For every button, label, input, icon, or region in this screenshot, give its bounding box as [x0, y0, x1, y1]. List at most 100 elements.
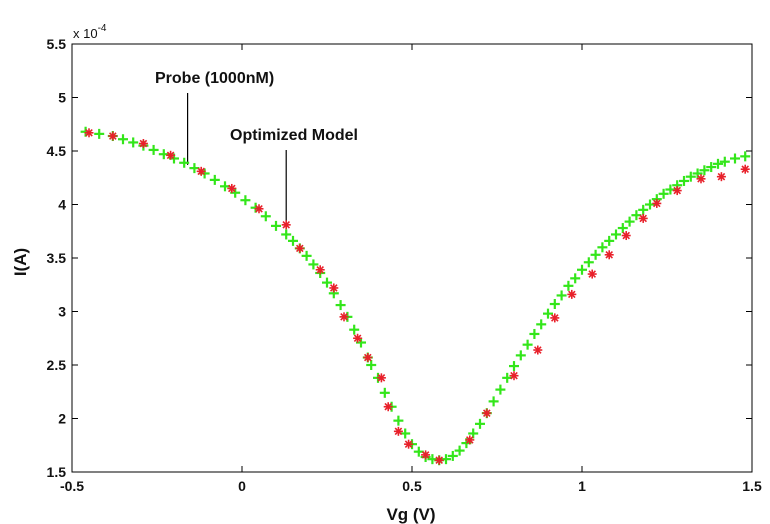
x-tick-label: 1.5 [742, 478, 762, 494]
probe-point [587, 269, 597, 279]
model-point [570, 273, 581, 284]
x-tick-labels: -0.5 0 0.5 1 1.5 [60, 478, 762, 494]
model-point [563, 280, 574, 291]
annotation-texts: Probe (1000nM) Optimized Model [155, 70, 358, 144]
probe-point [295, 243, 305, 253]
model-point [624, 216, 635, 227]
probe-point [740, 164, 750, 174]
model-point [543, 308, 553, 319]
model-point [665, 184, 676, 195]
y-tick-label: 5 [58, 90, 66, 106]
model-point [366, 360, 377, 370]
model-point [322, 277, 332, 288]
probe-point [652, 198, 662, 208]
x-axis-label: Vg (V) [386, 505, 435, 524]
model-point [590, 249, 601, 260]
probe-point [166, 150, 176, 160]
y-tick-label: 2 [58, 411, 66, 427]
model-point [529, 328, 540, 339]
model-point [349, 324, 360, 335]
probe-point [621, 231, 631, 241]
y-tick-label: 3.5 [47, 250, 67, 266]
model-point [719, 156, 730, 167]
y-exponent-label: x 10-4 [73, 23, 107, 41]
model-point [335, 300, 346, 311]
model-point [645, 199, 655, 210]
model-point [617, 223, 628, 234]
model-point [488, 396, 499, 407]
probe-point [376, 373, 386, 383]
model-point [413, 446, 424, 457]
y-tick-label: 4.5 [47, 143, 67, 159]
model-point [475, 418, 485, 429]
model-point [260, 211, 271, 222]
probe-point [393, 426, 403, 436]
model-point [515, 350, 526, 361]
probe-point [672, 186, 682, 196]
probe-point [353, 333, 363, 343]
model-point [240, 195, 251, 206]
probe-point [482, 408, 492, 418]
model-point [209, 174, 220, 185]
probe-point [421, 450, 431, 460]
model-point [94, 128, 105, 139]
x-tick-label: 0.5 [402, 478, 422, 494]
x-tick-label: 1 [578, 478, 586, 494]
model-point [281, 229, 292, 240]
model-point [658, 188, 669, 199]
model-point [730, 153, 740, 164]
y-tick-label: 5.5 [47, 36, 67, 52]
model-point [699, 165, 710, 176]
y-tick-label: 3 [58, 304, 66, 320]
model-point [379, 387, 390, 398]
y-tick-label: 2.5 [47, 357, 67, 373]
annotation-label: Probe (1000nM) [155, 70, 274, 87]
model-point [118, 134, 128, 145]
model-point [713, 158, 723, 169]
model-point [549, 299, 560, 310]
model-point [495, 384, 506, 395]
y-axis-label: I(A) [11, 248, 30, 276]
probe-point [509, 371, 519, 381]
model-point [556, 290, 567, 301]
model-point [638, 204, 649, 215]
probe-point [404, 439, 414, 449]
model-point [447, 450, 458, 461]
model-point [468, 428, 479, 439]
model-point [271, 220, 281, 231]
model-point [454, 445, 465, 456]
model-point [692, 168, 703, 179]
model-point [441, 454, 451, 465]
model-point [128, 137, 139, 148]
probe-point [196, 166, 206, 176]
model-point [288, 235, 298, 246]
model-point [597, 242, 608, 253]
probe-point [383, 402, 393, 412]
probe-point [567, 289, 577, 299]
model-point [148, 144, 159, 155]
model-point [740, 151, 751, 162]
model-point [189, 163, 200, 174]
probe-point [315, 265, 325, 275]
model-point [301, 250, 312, 261]
probe-point [604, 250, 614, 260]
model-point [577, 264, 587, 275]
model-point [308, 259, 319, 270]
probe-point [227, 183, 237, 193]
probe-point [329, 283, 339, 293]
model-point [158, 149, 169, 160]
model-point [393, 415, 404, 426]
probe-point [254, 204, 264, 214]
annotation-label: Optimized Model [230, 127, 358, 144]
probe-point [434, 455, 444, 465]
model-point [509, 361, 519, 372]
model-point [611, 229, 621, 240]
y-tick-label: 1.5 [47, 464, 67, 480]
model-point [220, 181, 230, 192]
probe-point [84, 128, 94, 138]
model-point [631, 210, 642, 221]
x-tick-label: -0.5 [60, 478, 84, 494]
y-tick-labels: 1.5 2 2.5 3 3.5 4 4.5 5 5.5 [47, 36, 67, 480]
